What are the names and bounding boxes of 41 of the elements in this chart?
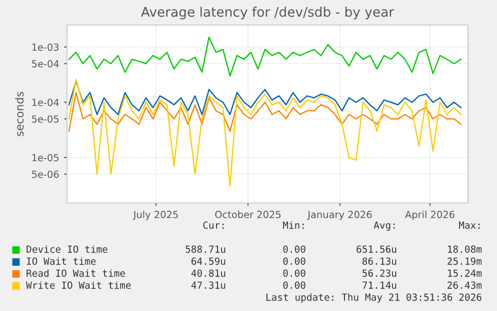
text: 651.56u xyxy=(356,245,396,253)
legend-label: Write IO Wait time xyxy=(26,281,131,289)
text: Avg: xyxy=(374,222,395,231)
y-tick-label: 1e-04 xyxy=(32,98,59,106)
x-tick-label: July 2025 xyxy=(132,210,178,220)
text: Max: xyxy=(458,222,480,229)
text: 86.13u xyxy=(362,257,396,265)
text: 26.43m xyxy=(448,281,482,289)
y-tick-label: 5e-06 xyxy=(32,170,59,178)
legend-label: Device IO time xyxy=(26,245,108,253)
line-series xyxy=(68,92,462,132)
text: 64.59u xyxy=(192,257,226,265)
text: 25.19m xyxy=(448,257,482,265)
text: Min: xyxy=(282,221,304,229)
text: 47.31u xyxy=(191,281,226,289)
text: 15.24m xyxy=(448,269,482,277)
chart-title: Average latency for /dev/sdb - by year xyxy=(141,6,394,20)
x-tick-label: April 2026 xyxy=(405,210,454,220)
legend-label: Read IO Wait time xyxy=(26,269,125,277)
text: 56.23u xyxy=(362,269,396,277)
legend-label: IO Wait time xyxy=(26,257,96,265)
x-tick-label: October 2025 xyxy=(215,210,281,218)
text: 0.00 xyxy=(283,245,306,253)
text: Last update: Thu May 21 03:51:36 2026 xyxy=(266,293,482,303)
line-series xyxy=(68,78,462,187)
text: 0.00 xyxy=(283,269,306,277)
text: 588.71u xyxy=(186,245,226,253)
text: 40.81u xyxy=(191,269,226,277)
line-series xyxy=(68,36,462,76)
line-series xyxy=(68,80,462,116)
text: Cur: xyxy=(203,221,224,229)
y-axis-title: seconds xyxy=(15,92,24,136)
text: 0.00 xyxy=(283,257,306,265)
text: 0.00 xyxy=(283,281,306,289)
y-tick-label: 1e-05 xyxy=(32,154,59,162)
x-tick-label: January 2026 xyxy=(307,210,372,220)
y-tick-label: 5e-05 xyxy=(32,115,59,123)
text: 18.08m xyxy=(448,245,482,253)
y-tick-label: 1e-03 xyxy=(32,43,59,51)
y-tick-label: 5e-04 xyxy=(32,60,59,68)
text: 71.14u xyxy=(362,282,396,289)
